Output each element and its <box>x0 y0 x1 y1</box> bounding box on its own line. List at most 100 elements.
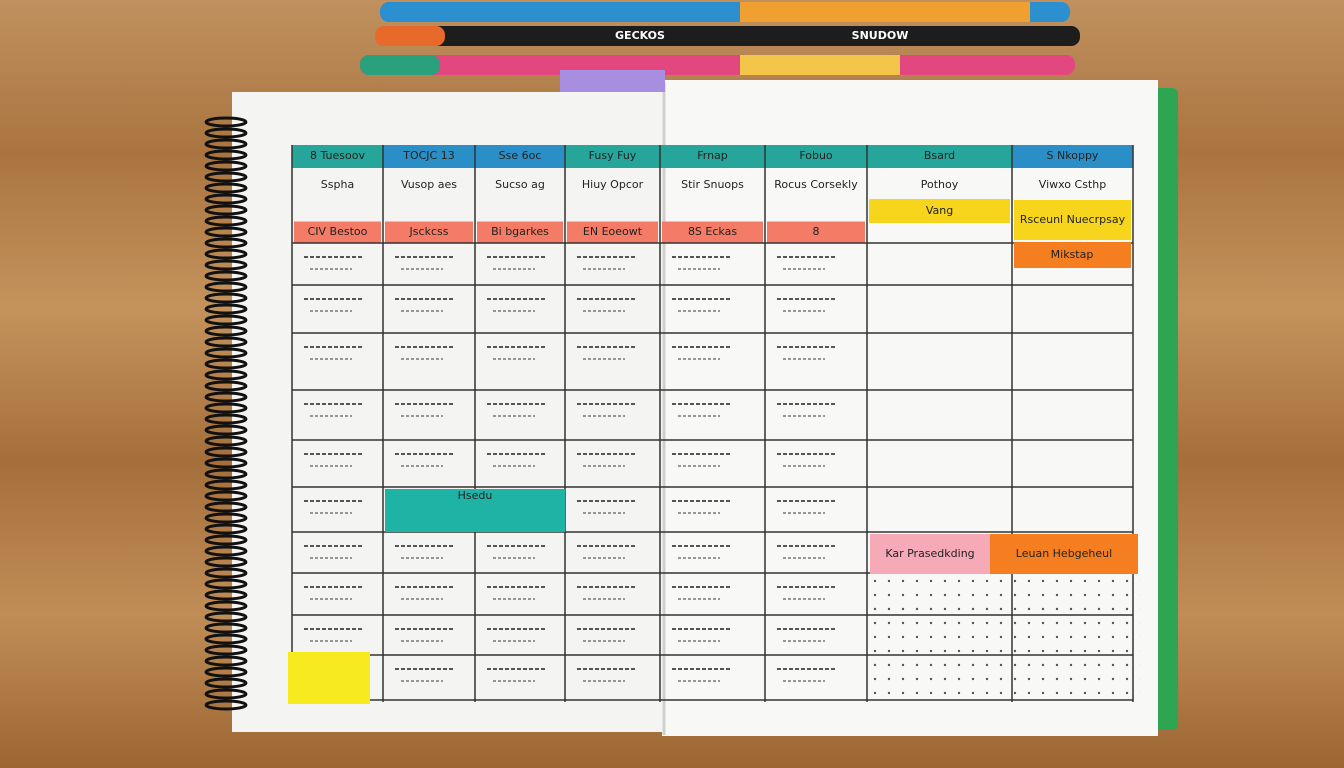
spiral-ring <box>204 171 248 183</box>
spiral-ring <box>204 259 248 271</box>
tag-bg <box>869 199 1010 223</box>
left-page <box>232 92 668 732</box>
spiral-ring <box>204 402 248 414</box>
column-header: S Nkoppy <box>1047 149 1099 162</box>
spiral-ring <box>204 523 248 535</box>
bottom-left-bg <box>870 534 990 574</box>
bottom-left: Kar Prasedkding <box>885 547 974 560</box>
spiral-ring <box>204 215 248 227</box>
tag-bg <box>477 221 563 243</box>
tag-bg <box>1014 200 1131 240</box>
spiral-ring <box>204 292 248 304</box>
spiral-ring <box>204 655 248 667</box>
extra-tag: Mikstap <box>1051 248 1094 261</box>
column-note: Sspha <box>321 178 354 191</box>
spiral-ring <box>204 413 248 425</box>
spiral-ring <box>204 446 248 458</box>
column-header-bg <box>765 145 867 168</box>
tag: Bi bgarkes <box>491 225 549 238</box>
tag: 8 <box>813 225 820 238</box>
spiral-ring <box>204 248 248 260</box>
column-header-bg <box>565 145 660 168</box>
spiral-ring <box>204 534 248 546</box>
column-header: Fobuo <box>799 149 833 162</box>
bottom-right: Leuan Hebgeheul <box>1016 547 1112 560</box>
spiral-ring <box>204 633 248 645</box>
spiral-ring <box>204 347 248 359</box>
pen-tip <box>360 55 440 75</box>
spiral-ring <box>204 369 248 381</box>
spiral-ring <box>204 501 248 513</box>
tag-bg <box>662 221 763 243</box>
spiral-ring <box>204 336 248 348</box>
spiral-ring <box>204 303 248 315</box>
spiral-ring <box>204 688 248 700</box>
spiral-ring <box>204 204 248 216</box>
spiral-ring <box>204 226 248 238</box>
spiral-ring <box>204 644 248 656</box>
spiral-ring <box>204 435 248 447</box>
spiral-ring <box>204 182 248 194</box>
spiral-ring <box>204 468 248 480</box>
spiral-ring <box>204 270 248 282</box>
spiral-ring <box>204 424 248 436</box>
spiral-ring <box>204 193 248 205</box>
spiral-ring <box>204 512 248 524</box>
column-note: Rocus Corsekly <box>774 178 858 191</box>
spiral-ring <box>204 567 248 579</box>
column-header-bg <box>660 145 765 168</box>
spiral-ring <box>204 666 248 678</box>
bottom-right-bg <box>990 534 1138 574</box>
spiral-ring <box>204 138 248 150</box>
column-note: Sucso ag <box>495 178 545 191</box>
tag: 8S Eckas <box>688 225 737 238</box>
tag: Rsceunl Nuecrpsay <box>1020 213 1126 226</box>
tag-bg <box>567 221 658 243</box>
tag-bg <box>294 221 381 243</box>
dot-grid <box>870 575 1140 703</box>
block: Hsedu <box>458 489 493 502</box>
column-header: TOCJC 13 <box>402 149 454 162</box>
column-header: Sse 6oc <box>499 149 542 162</box>
column-header: Fusy Fuy <box>589 149 637 162</box>
spiral-ring <box>204 281 248 293</box>
pen-label: SNUDOW <box>852 29 909 42</box>
spiral-ring <box>204 116 248 128</box>
pen-tip <box>375 26 445 46</box>
spiral-ring <box>204 600 248 612</box>
spiral-ring <box>204 699 248 711</box>
spiral <box>204 116 248 711</box>
spiral-ring <box>204 160 248 172</box>
spiral-ring <box>204 490 248 502</box>
tag: CIV Bestoo <box>308 225 368 238</box>
spiral-ring <box>204 237 248 249</box>
spiral-ring <box>204 457 248 469</box>
planner-grid: 8 Tuesoov Sspha CIV Bestoo TOCJC 13 Vusop ae… <box>291 145 1138 702</box>
pen-band <box>740 55 900 75</box>
column-header-bg <box>383 145 475 168</box>
spiral-ring <box>204 578 248 590</box>
tag: Jsckcss <box>409 225 449 238</box>
spiral-ring <box>204 314 248 326</box>
column-note: Viwxo Csthp <box>1039 178 1106 191</box>
spiral-ring <box>204 358 248 370</box>
spiral-ring <box>204 545 248 557</box>
spiral-ring <box>204 611 248 623</box>
spiral-ring <box>204 391 248 403</box>
pen-band <box>740 2 1030 22</box>
tag: Vang <box>926 204 953 217</box>
column-header-bg <box>1012 145 1133 168</box>
pen <box>360 55 1075 75</box>
tag-bg <box>767 221 865 243</box>
column-note: Hiuy Opcor <box>582 178 644 191</box>
tag-bg <box>385 221 473 243</box>
pen-label: GECKOS <box>615 29 665 42</box>
column-header-bg <box>292 145 383 168</box>
spiral-ring <box>204 479 248 491</box>
extra-tag-bg <box>1014 242 1131 268</box>
spiral-ring <box>204 622 248 634</box>
column-header: Frnap <box>697 149 728 162</box>
spiral-ring <box>204 589 248 601</box>
sticky-note <box>288 652 370 704</box>
